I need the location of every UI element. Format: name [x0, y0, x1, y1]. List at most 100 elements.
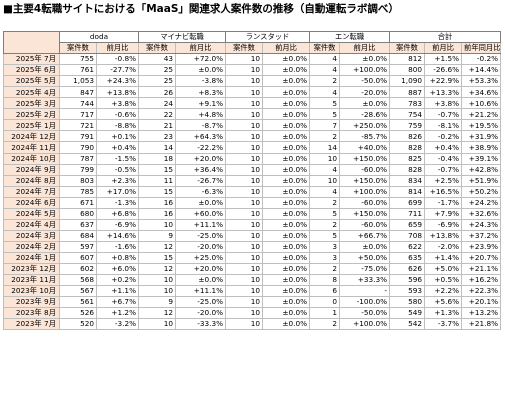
row-month-label: 2023年 9月 [3, 296, 60, 309]
table-cell: 607 [59, 251, 97, 264]
table-row: 2025年 5月 1,053 +24.3% 25 -3.8% 10 ±0.0% 2 -50.0%… [3, 75, 502, 88]
table-cell: +37.2% [461, 229, 502, 242]
table-cell: +150.0% [339, 174, 391, 187]
table-cell: 659 [389, 218, 426, 231]
table-cell: 23 [138, 130, 177, 143]
table-cell: +24.2% [461, 196, 502, 209]
table-cell: +22.3% [461, 285, 502, 298]
table-cell: +60.0% [175, 207, 227, 220]
table-cell: 10 [225, 251, 264, 264]
table-cell: +0.2% [95, 274, 140, 287]
table-cell: +2.3% [95, 174, 140, 187]
table-cell: 596 [389, 274, 426, 287]
row-month-label: 2024年 10月 [3, 152, 60, 165]
table-cell: 15 [138, 251, 177, 264]
corner-cell [3, 30, 60, 55]
table-cell: -60.0% [339, 163, 391, 176]
table-cell: 834 [389, 174, 426, 187]
column-header: 案件数 [59, 42, 97, 55]
table-cell: -0.2% [461, 53, 502, 66]
table-cell: 9 [138, 229, 177, 242]
job-listings-table: doda マイナビ転職 ランスタッド エン転職 合計 案件数 前月比 案件数 前… [3, 30, 502, 331]
table-cell: ±0.0% [262, 108, 311, 121]
table-cell: 9 [138, 296, 177, 309]
table-cell: ±0.0% [339, 240, 391, 253]
table-cell: 580 [389, 296, 426, 309]
table-cell: -6.3% [175, 185, 227, 198]
table-cell: 790 [59, 141, 97, 154]
table-cell: 10 [225, 163, 264, 176]
table-cell: 5 [309, 229, 341, 242]
table-cell: 602 [59, 262, 97, 276]
column-header: 前月比 [339, 42, 391, 55]
table-cell: 2 [309, 130, 341, 143]
table-cell: +24.3% [95, 75, 140, 88]
table-cell: 2 [309, 196, 341, 209]
table-cell: +100.0% [339, 185, 391, 198]
table-cell: 14 [138, 141, 177, 154]
table-cell: 4 [309, 185, 341, 198]
table-cell: +6.0% [95, 262, 140, 276]
table-cell: 708 [389, 229, 426, 242]
table-cell: +20.1% [461, 296, 502, 309]
table-cell: 26 [138, 86, 177, 99]
table-cell: 847 [59, 86, 97, 99]
table-cell: -0.5% [95, 163, 140, 176]
table-cell: +150.0% [339, 152, 391, 165]
table-cell: ±0.0% [262, 97, 311, 110]
table-row: 2025年 4月 847 +13.8% 26 +8.3% 10 ±0.0% 4 -20.0% 88… [3, 86, 502, 99]
table-cell: ±0.0% [262, 53, 311, 66]
table-cell: 10 [225, 207, 264, 220]
column-header: 前月比 [424, 42, 463, 55]
table-row: 2025年 7月 755 -0.8% 43 +72.0% 10 ±0.0% 4 ±0.0% 812… [3, 53, 502, 66]
table-cell: 8 [309, 274, 341, 287]
table-cell: +13.8% [95, 86, 140, 99]
table-cell: +50.0% [339, 251, 391, 264]
table-cell: +51.9% [461, 174, 502, 187]
table-cell: 21 [138, 119, 177, 132]
table-cell: 10 [225, 97, 264, 110]
table-cell: 791 [59, 130, 97, 143]
table-cell: 25 [138, 75, 177, 88]
table-cell: ±0.0% [262, 174, 311, 187]
table-cell: 10 [309, 152, 341, 165]
column-header: 案件数 [138, 42, 177, 55]
table-cell: -3.2% [95, 318, 140, 331]
table-row: 2023年 10月 567 +1.1% 10 +11.1% 10 ±0.0% 6-593 +2.… [3, 285, 502, 298]
row-month-label: 2024年 9月 [3, 163, 60, 176]
table-cell: +10.6% [461, 97, 502, 110]
table-cell: 10 [225, 274, 264, 287]
table-cell: +40.0% [339, 141, 391, 154]
row-month-label: 2023年 12月 [3, 262, 60, 276]
table-cell: 520 [59, 318, 97, 331]
table-cell: 4 [309, 163, 341, 176]
row-month-label: 2023年 11月 [3, 274, 60, 287]
table-cell: +34.6% [461, 86, 502, 99]
table-cell: 15 [138, 163, 177, 176]
row-month-label: 2025年 6月 [3, 64, 60, 77]
row-month-label: 2024年 12月 [3, 130, 60, 143]
table-row: 2025年 2月 717 -0.6% 22 +4.8% 10 ±0.0% 5 -28.6% 754… [3, 108, 502, 121]
table-cell: ±0.0% [262, 285, 311, 298]
row-month-label: 2025年 7月 [3, 53, 60, 66]
table-row: 2024年 9月 799 -0.5% 15 +36.4% 10 ±0.0% 4 -60.0% 82… [3, 163, 502, 176]
table-cell: 721 [59, 119, 97, 132]
table-cell: 717 [59, 108, 97, 121]
table-cell: 10 [225, 75, 264, 88]
table-cell: 10 [225, 196, 264, 209]
table-cell: +14.4% [461, 64, 502, 77]
table-cell: 18 [138, 152, 177, 165]
table-cell: +42.8% [461, 163, 502, 176]
table-cell: ±0.0% [175, 196, 227, 209]
table-cell: 10 [138, 285, 177, 298]
table-cell: -33.3% [175, 318, 227, 331]
table-cell: 671 [59, 196, 97, 209]
table-cell: 10 [138, 218, 177, 231]
table-cell: +20.7% [461, 251, 502, 264]
table-cell: +25.0% [175, 251, 227, 264]
table-cell: ±0.0% [339, 53, 391, 66]
table-cell: +33.3% [339, 274, 391, 287]
table-cell: 10 [225, 318, 264, 331]
column-header: 案件数 [389, 42, 426, 55]
table-cell: 3 [309, 251, 341, 264]
